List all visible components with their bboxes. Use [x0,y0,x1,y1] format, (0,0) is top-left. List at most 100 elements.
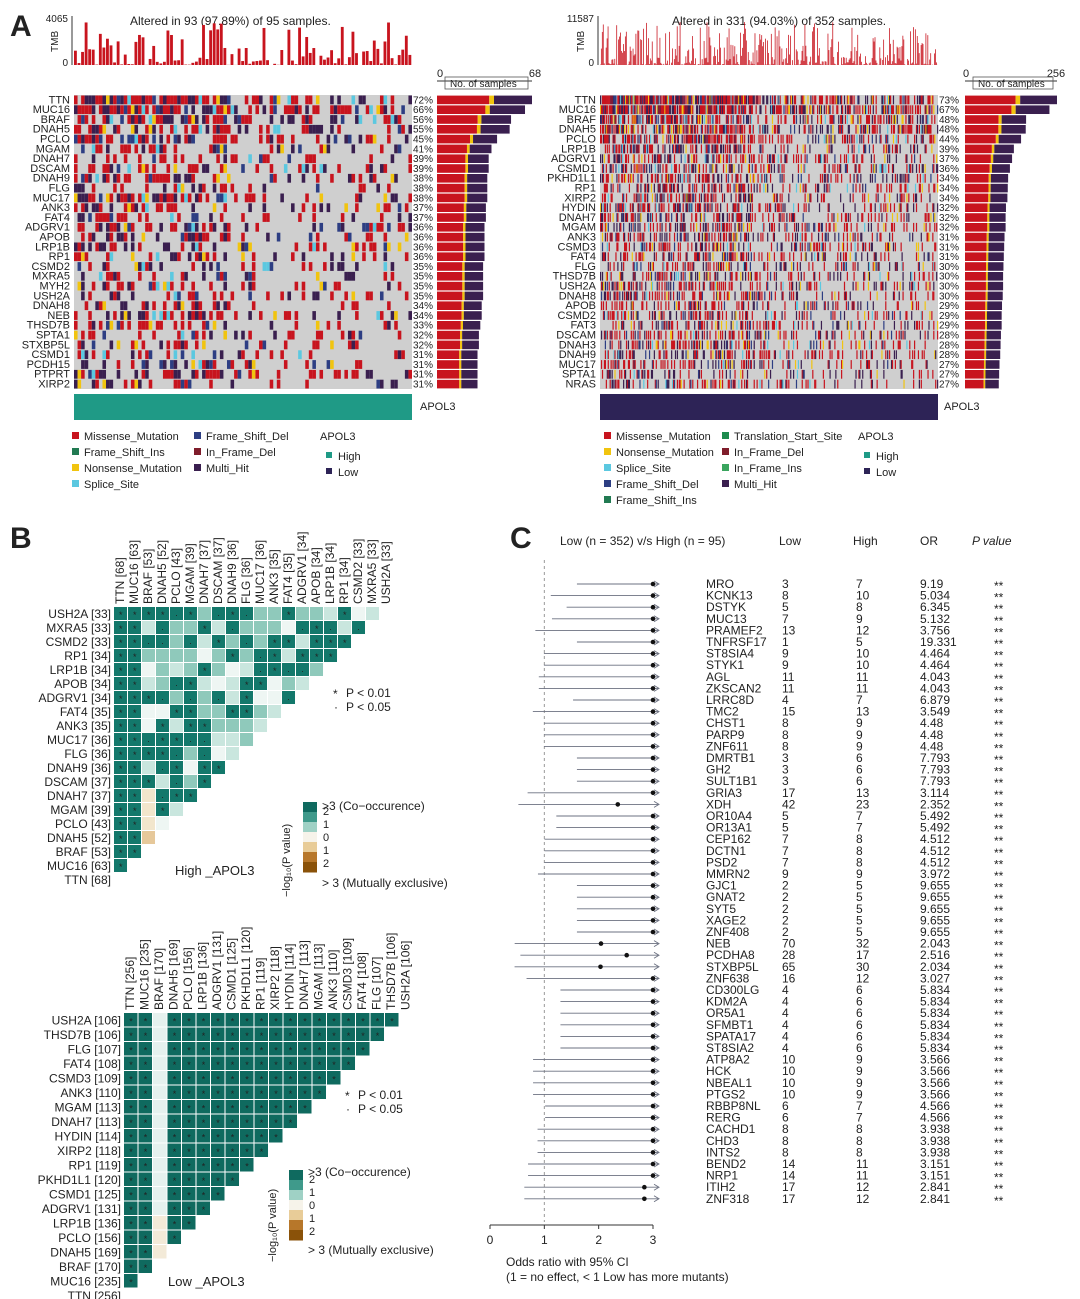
tmb-bar [355,53,358,65]
mutation-cell [741,183,743,193]
mutation-cell [633,115,635,124]
mutation-cell [145,173,149,183]
mutation-cell [793,213,796,222]
mutation-cell [771,154,774,164]
mutation-cell [792,173,794,183]
mutation-cell [657,320,659,330]
count-bar-missense [437,193,465,203]
mutation-cell [921,124,923,134]
mutation-cell [855,281,857,291]
mutation-cell [867,105,870,115]
count-bar-multihit [986,311,1002,320]
mutation-cell [733,124,735,134]
tmb-bar [760,39,762,65]
mutation-cell [759,144,761,154]
mutation-cell [801,320,803,330]
mutation-cell [829,115,831,124]
mutation-cell [709,203,711,213]
mutation-cell [127,164,131,173]
mutation-cell [191,281,195,291]
mutation-cell [667,242,669,252]
mutation-cell [704,154,706,164]
mutation-cell [806,154,808,164]
mutation-cell [639,222,641,232]
mutation-cell [159,144,163,154]
tmb-bar [603,63,605,65]
mutation-cell [769,173,772,183]
mutation-cell [718,262,720,271]
mutation-cell [674,105,677,115]
mutation-cell [244,340,249,350]
mutation-cell [390,379,395,389]
mutation-cell [905,115,907,124]
mutation-cell [120,183,124,193]
mutation-cell [600,154,602,164]
mutation-cell [621,281,623,291]
mutation-cell [795,242,798,252]
mutation-cell [750,154,752,164]
mutation-cell [605,115,607,124]
mutation-cell [202,115,206,124]
mutation-cell [850,115,852,124]
tmb-bar [701,59,703,65]
mutation-cell [291,330,295,340]
mutation-cell [177,330,181,340]
mutation-cell [219,350,224,360]
mutation-cell [929,134,931,144]
tmb-bar [838,41,839,65]
mutation-cell [781,291,783,301]
mutation-cell [390,193,395,203]
mutation-cell [747,134,750,144]
mutation-cell [909,232,911,242]
mutation-cell [674,203,677,213]
mutation-cell [608,242,610,252]
mutation-cell [725,173,727,183]
count-bar-nonsense [465,154,469,163]
tmb-bar [910,31,911,65]
mutation-cell [751,281,753,291]
tmb-bar [872,38,874,65]
mutation-cell [914,183,917,193]
mutation-cell [922,164,924,173]
mutation-cell [860,115,862,124]
mutation-cell [740,320,742,330]
mutation-cell [630,134,632,144]
mutation-cell [795,281,798,291]
mutation-cell [823,301,825,311]
mutation-cell [688,281,690,291]
mutation-cell [789,213,791,222]
mutation-cell [601,193,604,203]
mutation-cell [287,311,292,320]
mutation-cell [780,242,782,252]
mutation-cell [887,242,889,252]
mutation-cell [815,134,817,144]
mutation-cell [865,183,867,193]
panel-label-a: A [10,10,32,43]
mutation-cell [890,105,893,115]
tmb-bar [628,61,630,65]
mutation-cell [688,164,690,173]
mutation-cell [88,213,92,222]
mutation-cell [642,252,644,262]
mutation-cell [312,124,316,134]
mutation-cell [900,213,902,222]
mutation-cell [720,124,723,134]
mutation-cell [113,154,117,164]
mutation-cell [799,105,801,115]
mutation-cell [372,134,377,144]
mutation-cell [892,242,895,252]
mutation-cell [632,271,634,281]
mutation-cell [141,193,146,203]
mutation-cell [383,115,388,124]
mutation-cell [779,330,781,340]
mutation-cell [667,173,669,183]
count-bar-missense [437,350,460,359]
mutation-cell [291,203,295,213]
mutation-cell [877,222,879,232]
mutation-cell [362,95,366,105]
mutation-cell [692,134,694,144]
mutation-cell [287,154,292,164]
mutation-cell [827,271,829,281]
mutation-cell [744,105,746,115]
tmb-bar [782,61,784,65]
